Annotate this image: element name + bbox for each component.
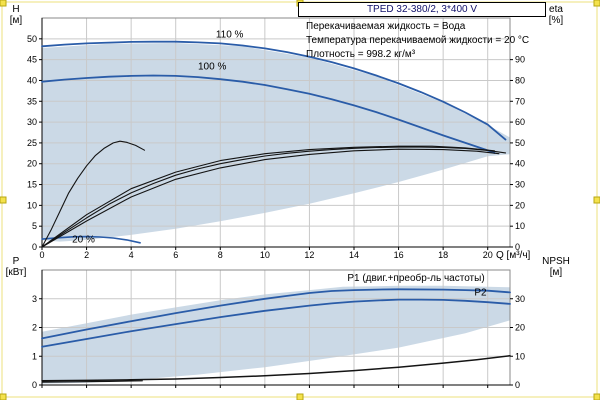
curve-label: P1 (двиг.+преобр-ль частоты): [347, 272, 484, 284]
resize-handle: [593, 393, 600, 400]
resize-handle: [0, 196, 7, 204]
curve-P2: [41, 298, 511, 348]
gridlines: [42, 270, 510, 385]
curve-eta-curve-2: [41, 148, 500, 248]
left-axis-label: P: [13, 256, 20, 267]
x-axis-label: Q [м³/ч]: [496, 250, 531, 261]
svg-text:8: 8: [218, 250, 223, 260]
svg-text:40: 40: [515, 159, 525, 169]
svg-text:10: 10: [515, 221, 525, 231]
svg-text:1: 1: [32, 351, 37, 361]
curve-label: 100 %: [198, 62, 226, 73]
curve-speed-100: [41, 74, 496, 154]
svg-text:10: 10: [27, 200, 37, 210]
curve-eta-curve-1: [41, 146, 507, 248]
svg-text:0: 0: [515, 380, 520, 390]
tick-marks: [39, 298, 513, 388]
resize-handle: [593, 196, 600, 204]
resize-handle: [593, 0, 600, 7]
svg-text:20: 20: [483, 250, 493, 260]
svg-text:70: 70: [515, 96, 525, 106]
svg-text:30: 30: [27, 117, 37, 127]
svg-text:3: 3: [32, 294, 37, 304]
curve-NPSH: [41, 354, 511, 382]
svg-text:2: 2: [32, 323, 37, 333]
gridlines: [42, 18, 510, 247]
right-axis-unit: [м]: [550, 267, 563, 278]
tick-marks: [39, 38, 513, 250]
left-axis-unit: [м]: [10, 15, 23, 26]
svg-text:20: 20: [515, 200, 525, 210]
svg-text:50: 50: [27, 34, 37, 44]
curve-speed-110: [41, 40, 507, 141]
fluid-info-line: Перекачиваемая жидкость = Вода: [306, 21, 466, 32]
svg-text:4: 4: [129, 250, 134, 260]
resize-handle: [296, 393, 304, 400]
svg-text:45: 45: [27, 55, 37, 65]
fluid-info-line: Плотность = 998.2 кг/м³: [306, 49, 416, 60]
svg-text:35: 35: [27, 96, 37, 106]
svg-text:90: 90: [515, 55, 525, 65]
curve-npsh-min: [41, 380, 143, 383]
left-axis-unit: [кВт]: [6, 267, 27, 278]
svg-text:25: 25: [27, 138, 37, 148]
tick-labels: 0 5 10 15 20 25 30 35 40 45 50 0 10 20 30 40 50 60 70 80 90 0…: [27, 34, 525, 260]
operating-envelope: [42, 285, 510, 384]
fluid-info-line: Температура перекачиваемой жидкости = 20…: [306, 35, 530, 46]
svg-text:12: 12: [304, 250, 314, 260]
svg-text:20: 20: [27, 159, 37, 169]
fluid-info-block: Перекачиваемая жидкость = Вода Температу…: [306, 20, 529, 62]
svg-text:6: 6: [173, 250, 178, 260]
curve-label: P2: [474, 287, 487, 298]
svg-text:20: 20: [515, 323, 525, 333]
svg-text:30: 30: [515, 180, 525, 190]
svg-text:80: 80: [515, 75, 525, 85]
operating-envelope: [42, 43, 510, 242]
curve-speed-20: [41, 235, 141, 244]
right-axis-label: eta: [549, 4, 563, 15]
svg-text:40: 40: [27, 75, 37, 85]
left-axis-label: H: [12, 4, 19, 15]
curve-P1: [41, 288, 511, 340]
svg-text:14: 14: [349, 250, 359, 260]
resize-handle: [0, 393, 7, 400]
svg-text:30: 30: [515, 294, 525, 304]
svg-text:10: 10: [260, 250, 270, 260]
curve-eta-curve-3: [41, 145, 495, 248]
pump-model-title: TPED 32-380/2, 3*400 V: [298, 2, 546, 17]
svg-text:0: 0: [39, 250, 44, 260]
svg-text:60: 60: [515, 117, 525, 127]
right-axis-label: NPSH: [542, 256, 570, 267]
curve-eta-curve-20pct: [41, 140, 146, 248]
svg-text:18: 18: [438, 250, 448, 260]
svg-text:0: 0: [515, 242, 520, 252]
svg-text:5: 5: [32, 221, 37, 231]
svg-text:10: 10: [515, 351, 525, 361]
svg-text:50: 50: [515, 138, 525, 148]
svg-text:0: 0: [32, 380, 37, 390]
svg-text:2: 2: [84, 250, 89, 260]
curve-label: 20 %: [72, 234, 95, 245]
hq-chart: 0 5 10 15 20 25 30 35 40 45 50 0 10 20 30 40 50 60 70 80 90 0…: [10, 4, 564, 261]
svg-text:0: 0: [32, 242, 37, 252]
svg-text:15: 15: [27, 180, 37, 190]
resize-handle: [0, 0, 7, 7]
svg-text:16: 16: [394, 250, 404, 260]
curve-label: 110 %: [216, 30, 244, 41]
right-axis-unit: [%]: [549, 15, 564, 26]
